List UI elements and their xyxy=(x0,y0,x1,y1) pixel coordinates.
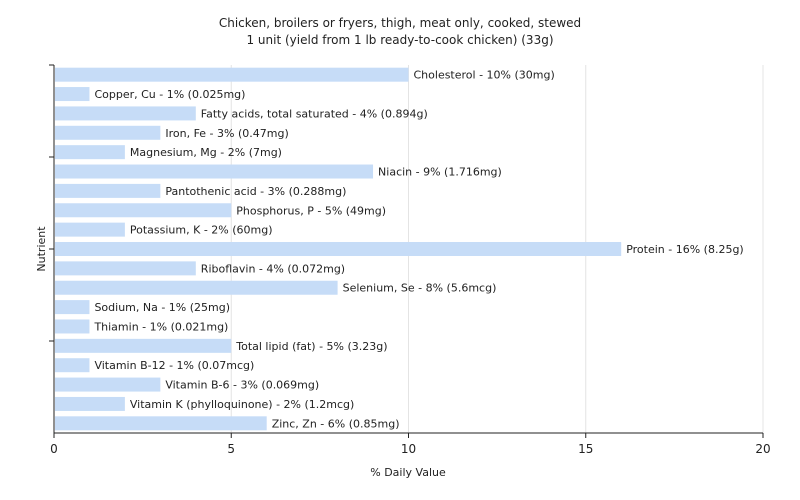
bar xyxy=(55,222,125,237)
bar-label: Riboflavin - 4% (0.072mg) xyxy=(201,262,345,275)
bar xyxy=(55,67,409,82)
axes xyxy=(49,64,764,438)
bar xyxy=(55,280,338,295)
bar xyxy=(55,183,161,198)
bar-label: Magnesium, Mg - 2% (7mg) xyxy=(130,146,282,159)
y-axis-label: Nutrient xyxy=(35,226,48,272)
bar xyxy=(55,164,374,179)
bar xyxy=(55,106,196,121)
bar-label: Pantothenic acid - 3% (0.288mg) xyxy=(165,185,346,198)
x-tick-label: 5 xyxy=(227,442,235,456)
x-tick-labels: 0 5 10 15 20 xyxy=(50,442,770,456)
bar-label: Vitamin K (phylloquinone) - 2% (1.2mcg) xyxy=(130,398,354,411)
bar xyxy=(55,396,125,411)
bar-label: Copper, Cu - 1% (0.025mg) xyxy=(94,88,245,101)
bar-label: Zinc, Zn - 6% (0.85mg) xyxy=(272,417,400,430)
bar-label: Sodium, Na - 1% (25mg) xyxy=(94,301,230,314)
bar-label: Vitamin B-6 - 3% (0.069mg) xyxy=(165,379,319,392)
bars xyxy=(55,67,622,431)
chart-title: Chicken, broilers or fryers, thigh, meat… xyxy=(219,16,581,30)
bar xyxy=(55,145,125,160)
bar-label: Protein - 16% (8.25g) xyxy=(626,243,744,256)
bar xyxy=(55,203,232,218)
x-tick-label: 10 xyxy=(401,442,416,456)
bar xyxy=(55,377,161,392)
bar-label: Fatty acids, total saturated - 4% (0.894… xyxy=(201,107,428,120)
bar-label: Selenium, Se - 8% (5.6mcg) xyxy=(343,282,497,295)
bar-label: Total lipid (fat) - 5% (3.23g) xyxy=(235,340,387,353)
bar xyxy=(55,87,90,102)
bar xyxy=(55,261,196,276)
bar-label: Niacin - 9% (1.716mg) xyxy=(378,166,502,179)
bar-label: Cholesterol - 10% (30mg) xyxy=(414,69,555,82)
bar xyxy=(55,319,90,334)
bar-label: Thiamin - 1% (0.021mg) xyxy=(93,320,228,333)
bar xyxy=(55,300,90,315)
bar-labels: Cholesterol - 10% (30mg) Copper, Cu - 1% … xyxy=(93,69,743,431)
bar xyxy=(55,242,622,256)
bar xyxy=(55,358,90,373)
x-tick-label: 15 xyxy=(578,442,593,456)
bar-label: Iron, Fe - 3% (0.47mg) xyxy=(165,127,288,140)
x-tick-label: 0 xyxy=(50,442,58,456)
bar xyxy=(55,125,161,140)
bar-label: Potassium, K - 2% (60mg) xyxy=(130,224,273,237)
chart-subtitle: 1 unit (yield from 1 lb ready-to-cook ch… xyxy=(246,33,553,47)
x-tick-label: 20 xyxy=(755,442,770,456)
bar-label: Phosphorus, P - 5% (49mg) xyxy=(236,204,386,217)
x-axis-label: % Daily Value xyxy=(370,466,446,479)
bar xyxy=(55,338,232,353)
bar-label: Vitamin B-12 - 1% (0.07mcg) xyxy=(94,359,254,372)
bar xyxy=(55,416,267,431)
